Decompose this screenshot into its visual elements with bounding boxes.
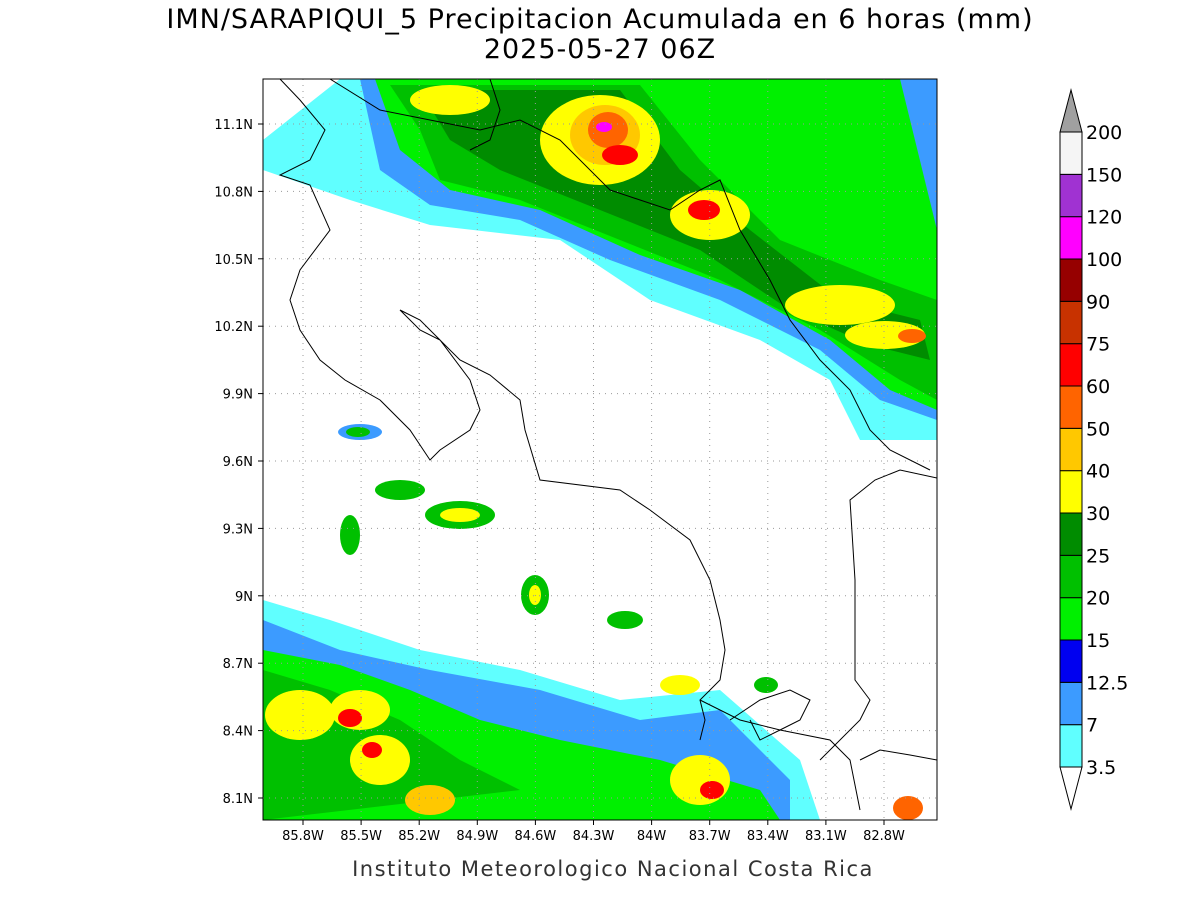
colorbar-label: 100 xyxy=(1086,249,1122,271)
lat-label: 10.5N xyxy=(214,253,253,268)
colorbar-label: 60 xyxy=(1086,376,1110,398)
colorbar-box xyxy=(1059,724,1083,768)
lat-label: 10.2N xyxy=(214,320,253,335)
precip-field xyxy=(263,79,937,820)
colorbar-label: 150 xyxy=(1086,164,1122,186)
colorbar-box xyxy=(1059,470,1083,514)
lat-label: 8.1N xyxy=(223,792,253,807)
colorbar-label: 12.5 xyxy=(1086,672,1128,694)
colorbar-box xyxy=(1059,258,1083,302)
colorbar-box xyxy=(1059,385,1083,429)
colorbar-under xyxy=(1059,766,1083,811)
colorbar-box xyxy=(1059,639,1083,683)
lat-label: 8.4N xyxy=(223,725,253,740)
colorbar-box xyxy=(1059,681,1083,726)
colorbar-label: 120 xyxy=(1086,207,1122,229)
colorbar-box xyxy=(1059,427,1083,472)
colorbar-label: 50 xyxy=(1086,418,1110,440)
coastlines xyxy=(278,79,937,811)
colorbar-box xyxy=(1059,173,1083,218)
lat-label: 8.7N xyxy=(223,657,253,672)
colorbar-label: 200 xyxy=(1086,122,1122,144)
lon-label: 82.8W xyxy=(863,829,905,844)
lon-label: 83.4W xyxy=(747,829,789,844)
colorbar-box xyxy=(1059,343,1083,387)
colorbar: 3.5 7 12.5 15 20 25 30 40 50 60 75 90 100 120 150 200 xyxy=(1059,88,1128,811)
map-frame xyxy=(262,78,938,821)
lat-label: 9.9N xyxy=(223,388,253,403)
lon-label: 85.2W xyxy=(398,829,440,844)
lat-label: 9.3N xyxy=(223,522,253,537)
colorbar-label: 30 xyxy=(1086,503,1110,525)
colorbar-label: 20 xyxy=(1086,588,1110,610)
lon-label: 84.3W xyxy=(573,829,615,844)
colorbar-label: 15 xyxy=(1086,630,1110,652)
colorbar-box xyxy=(1059,597,1083,641)
graticule xyxy=(263,79,937,820)
colorbar-over xyxy=(1059,88,1083,133)
colorbar-label: 75 xyxy=(1086,334,1110,356)
colorbar-label: 90 xyxy=(1086,291,1110,313)
axis-ticks: 11.1N 10.8N 10.5N 10.2N 9.9N 9.6N 9.3N 9N 8.7N 8.… xyxy=(214,118,905,844)
lon-label: 84.9W xyxy=(456,829,498,844)
lon-label: 83.7W xyxy=(689,829,731,844)
title: IMN/SARAPIQUI_5 Precipitacion Acumulada … xyxy=(166,4,1033,35)
colorbar-box xyxy=(1059,131,1083,175)
lat-label: 10.8N xyxy=(214,185,253,200)
colorbar-label: 40 xyxy=(1086,461,1110,483)
colorbar-box xyxy=(1059,300,1083,345)
lon-label: 84W xyxy=(637,829,667,844)
footer: Instituto Meteorologico Nacional Costa R… xyxy=(352,857,874,881)
lon-label: 85.5W xyxy=(340,829,382,844)
subtitle: 2025-05-27 06Z xyxy=(484,34,716,65)
lon-label: 83.1W xyxy=(805,829,847,844)
colorbar-box xyxy=(1059,554,1083,599)
colorbar-label: 3.5 xyxy=(1086,757,1116,779)
lat-label: 9.6N xyxy=(223,455,253,470)
colorbar-label: 25 xyxy=(1086,545,1110,567)
lon-label: 84.6W xyxy=(514,829,556,844)
colorbar-label: 7 xyxy=(1086,715,1098,737)
colorbar-box xyxy=(1059,512,1083,556)
lon-label: 85.8W xyxy=(282,829,324,844)
lat-label: 11.1N xyxy=(214,118,253,133)
lat-label: 9N xyxy=(235,590,253,605)
colorbar-box xyxy=(1059,216,1083,260)
